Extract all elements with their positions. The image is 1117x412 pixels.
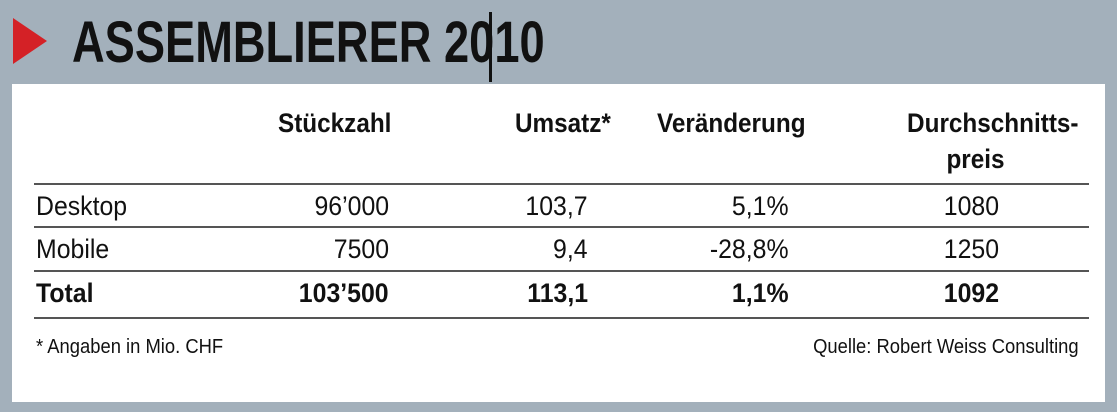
title-divider — [489, 12, 492, 82]
cell-veraenderung: -28,8% — [710, 234, 789, 264]
row-rule — [34, 270, 1089, 272]
header-umsatz: Umsatz* — [515, 108, 611, 138]
cell-umsatz: 103,7 — [525, 191, 588, 221]
cell-veraenderung: 5,1% — [732, 191, 789, 221]
infographic-title: ASSEMBLIERER 2010 — [72, 10, 545, 75]
row-label: Mobile — [36, 234, 110, 264]
cell-veraenderung-total: 1,1% — [732, 278, 789, 308]
cell-preis-total: 1092 — [943, 278, 999, 308]
header-veraenderung: Veränderung — [657, 108, 806, 138]
cell-stueckzahl: 96’000 — [314, 191, 389, 221]
total-rule — [34, 317, 1089, 319]
row-label-total: Total — [36, 278, 94, 308]
cell-stueckzahl: 7500 — [333, 234, 389, 264]
footnote: * Angaben in Mio. CHF — [36, 336, 224, 358]
source-note: Quelle: Robert Weiss Consulting — [813, 336, 1079, 358]
row-label: Desktop — [36, 191, 128, 221]
cell-preis: 1080 — [943, 191, 999, 221]
header-stueckzahl: Stückzahl — [278, 108, 392, 138]
row-rule — [34, 226, 1089, 228]
red-triangle-marker — [13, 18, 47, 64]
cell-preis: 1250 — [943, 234, 999, 264]
header-durchschnitt-line2: preis — [946, 144, 1005, 174]
cell-stueckzahl-total: 103’500 — [299, 278, 389, 308]
header-durchschnitt-line1: Durchschnitts- — [907, 108, 1079, 138]
cell-umsatz: 9,4 — [553, 234, 588, 264]
cell-umsatz-total: 113,1 — [527, 278, 588, 308]
header-rule — [34, 183, 1089, 185]
table-panel: Stückzahl Umsatz* Veränderung Durchschni… — [12, 84, 1105, 402]
